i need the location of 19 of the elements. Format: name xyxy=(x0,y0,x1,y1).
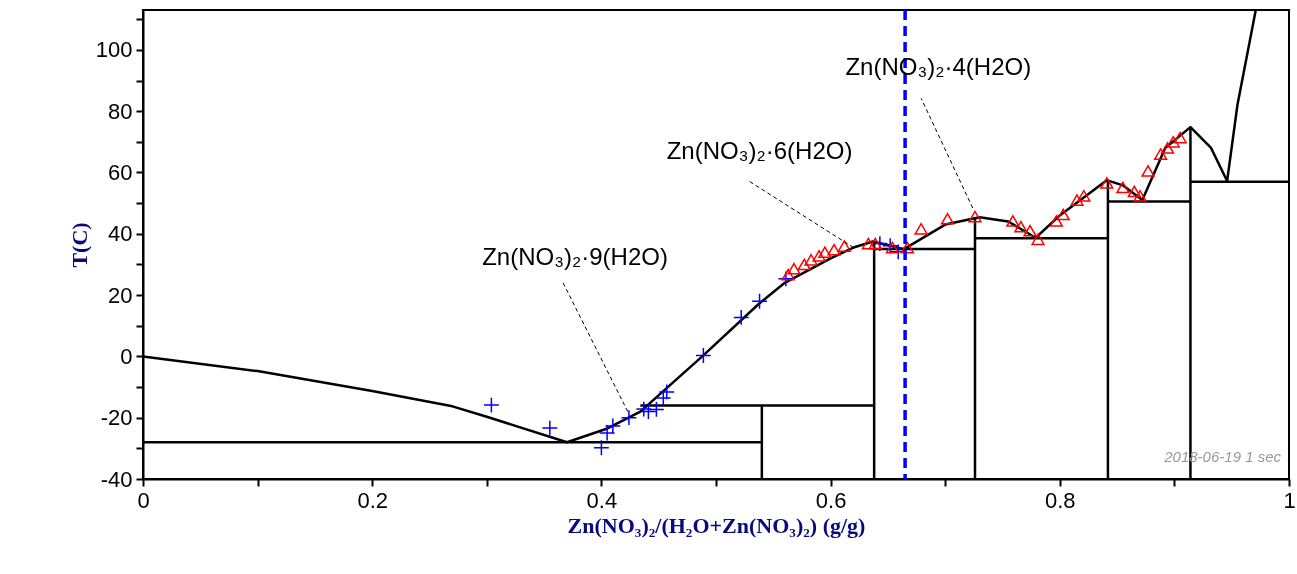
y-tick-label: 100 xyxy=(95,37,133,63)
y-tick-label: 40 xyxy=(108,221,133,247)
annotation: Zn(NO₃)₂·6(H2O) xyxy=(666,136,853,164)
x-tick-label: 0.6 xyxy=(815,487,847,513)
y-tick-label: 0 xyxy=(120,343,133,369)
y-tick-label: -20 xyxy=(100,405,133,431)
y-tick-label: 20 xyxy=(108,282,133,308)
annotation: Zn(NO₃)₂·4(H2O) xyxy=(845,53,1032,81)
y-axis-title: T(C) xyxy=(66,222,92,268)
x-tick-label: 0 xyxy=(137,487,150,513)
y-tick-label: 60 xyxy=(108,159,133,185)
x-tick-label: 1 xyxy=(1283,487,1296,513)
y-tick-label: -40 xyxy=(100,466,133,492)
x-axis-title: Zn(NO₃)₂/(H₂O+Zn(NO₃)₂) (g/g) xyxy=(567,512,866,538)
annotation: Zn(NO₃)₂·9(H2O) xyxy=(482,243,668,271)
x-tick-label: 0.2 xyxy=(357,487,388,513)
y-tick-label: 80 xyxy=(108,98,133,124)
x-tick-label: 0.8 xyxy=(1045,487,1076,513)
x-tick-label: 0.4 xyxy=(586,487,618,513)
